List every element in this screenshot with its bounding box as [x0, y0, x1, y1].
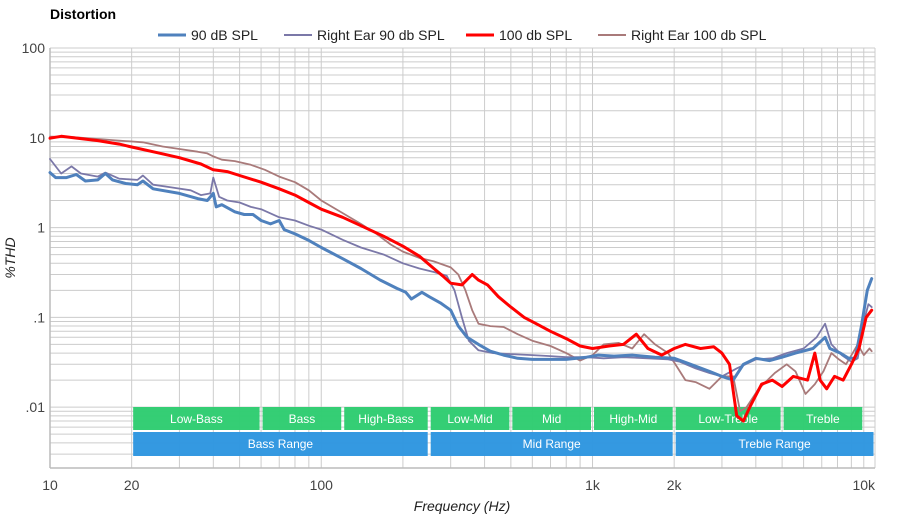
legend-label: Right Ear 90 db SPL — [317, 27, 445, 43]
range-label: Bass Range — [248, 437, 314, 451]
band-high-bass — [344, 407, 428, 430]
legend-label: Right Ear 100 db SPL — [631, 27, 767, 43]
x-tick-label: 10k — [852, 477, 876, 493]
y-tick-label: 1 — [37, 220, 45, 236]
y-tick-label: 10 — [29, 130, 45, 146]
range-label: Mid Range — [523, 437, 581, 451]
range-label: Treble Range — [738, 437, 811, 451]
band-label: Low-Bass — [170, 412, 223, 426]
band-label: High-Mid — [609, 412, 657, 426]
series-line-100-db-spl — [48, 134, 874, 423]
y-tick-label: .01 — [26, 399, 46, 415]
y-axis-ticks: 100 10 1 .1 .01 — [22, 40, 46, 415]
legend-item: 90 dB SPL — [158, 27, 258, 43]
y-axis-title: %THD — [2, 237, 18, 278]
series-line-90-db-spl — [48, 171, 874, 382]
chart-title: Distortion — [50, 6, 116, 22]
x-tick-label: 20 — [124, 477, 140, 493]
band-mid — [512, 407, 592, 430]
band-treble — [783, 407, 863, 430]
frequency-bands: Low-Bass Bass High-Bass Low-Mid Mid High-Mid L… — [133, 407, 874, 456]
band-label: High-Bass — [358, 412, 413, 426]
legend-item: Right Ear 90 db SPL — [284, 27, 445, 43]
band-high-mid — [594, 407, 673, 430]
range-bass-range — [133, 432, 428, 456]
x-tick-label: 100 — [310, 477, 334, 493]
band-label: Treble — [806, 412, 840, 426]
y-tick-label: 100 — [22, 40, 46, 56]
x-tick-label: 1k — [585, 477, 601, 493]
band-bass — [262, 407, 342, 430]
range-treble-range — [675, 432, 874, 456]
band-low-mid — [430, 407, 510, 430]
band-label: Low-Mid — [447, 412, 492, 426]
band-low-treble — [675, 407, 781, 430]
x-tick-label: 10 — [42, 477, 58, 493]
series-lines — [48, 134, 874, 423]
y-tick-label: .1 — [33, 309, 45, 325]
legend-label: 90 dB SPL — [191, 27, 258, 43]
x-axis-title: Frequency (Hz) — [414, 498, 510, 514]
band-label: Low-Treble — [698, 412, 758, 426]
series-line-right-ear-100-db-spl — [49, 135, 873, 413]
legend-item: Right Ear 100 db SPL — [598, 27, 767, 43]
band-label: Mid — [542, 412, 561, 426]
x-tick-label: 2k — [667, 477, 683, 493]
band-low-bass — [133, 407, 260, 430]
series-line-right-ear-90-db-spl — [49, 158, 873, 378]
legend-item: 100 db SPL — [466, 27, 572, 43]
x-axis-ticks: 10 20 100 1k 2k 10k — [42, 477, 876, 493]
legend: 90 dB SPL Right Ear 90 db SPL 100 db SPL Ri… — [158, 27, 767, 43]
band-label: Bass — [289, 412, 316, 426]
range-mid-range — [430, 432, 673, 456]
legend-label: 100 db SPL — [499, 27, 572, 43]
